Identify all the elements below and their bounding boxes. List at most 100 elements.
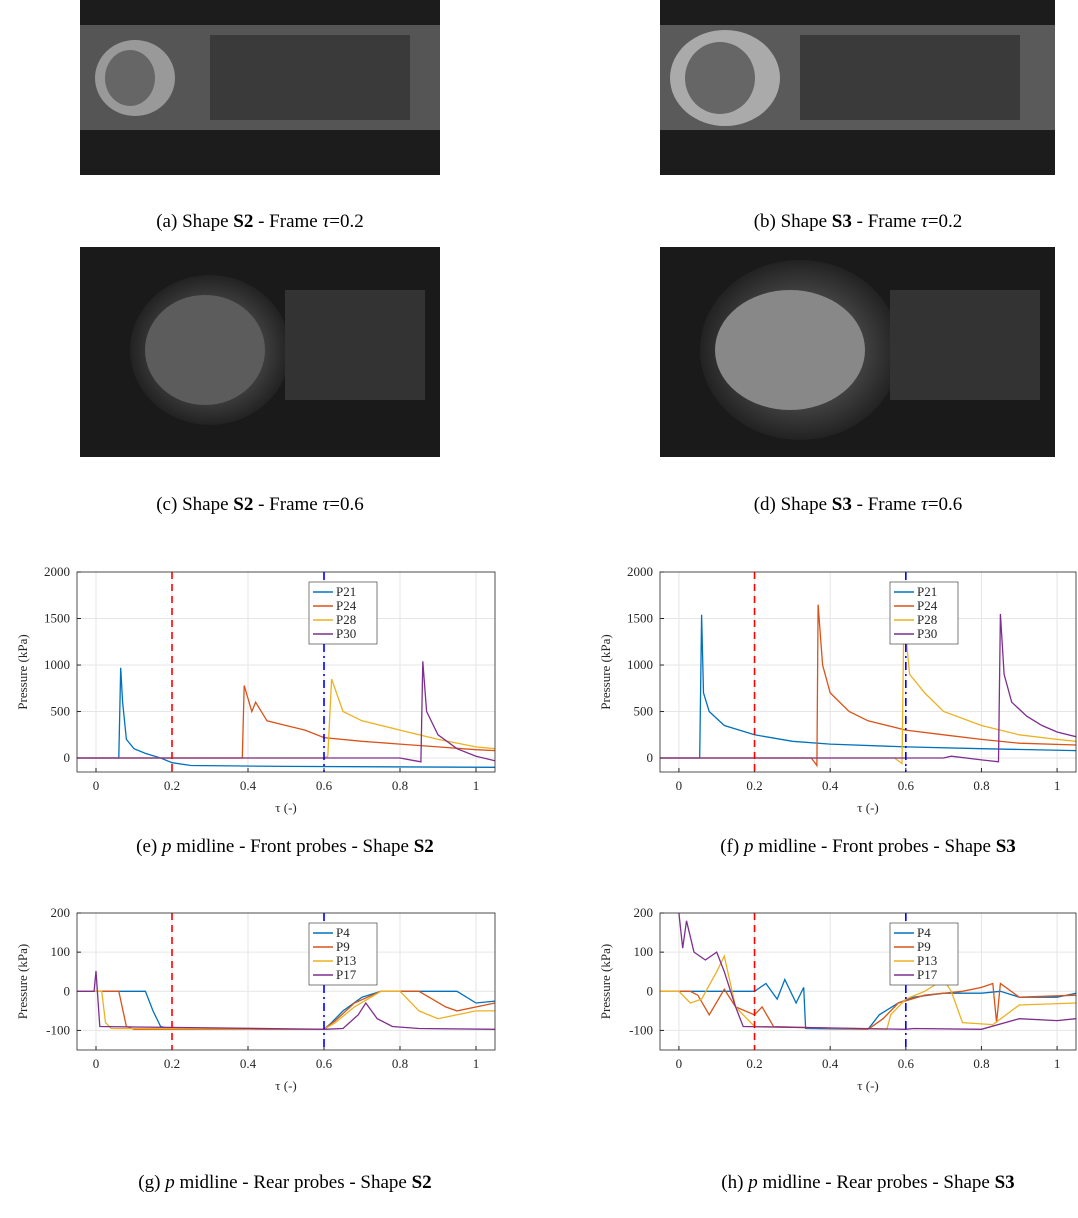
axes-box — [76, 571, 496, 773]
axes-box — [659, 571, 1077, 773]
y-tick-label: 2000 — [627, 564, 653, 579]
axes-box — [76, 912, 496, 1051]
x-tick-label: 0.6 — [898, 778, 915, 793]
caption-part: p — [746, 1172, 758, 1193]
series-line — [77, 990, 495, 1030]
legend-label: P13 — [336, 953, 356, 968]
y-tick-label: 0 — [64, 750, 71, 765]
caption-part: =0.6 — [329, 494, 363, 515]
legend-label: P17 — [336, 967, 357, 982]
y-tick-label: -100 — [46, 1022, 70, 1037]
y-tick-label: 100 — [51, 944, 71, 959]
x-tick-label: 0.6 — [898, 1056, 915, 1071]
caption-part: p — [160, 836, 172, 857]
legend-label: P4 — [336, 925, 350, 940]
x-tick-label: 0.4 — [822, 778, 839, 793]
y-axis-label: Pressure (kPa) — [598, 634, 613, 709]
x-tick-label: 0.2 — [746, 778, 762, 793]
x-tick-label: 0 — [93, 1056, 100, 1071]
caption-part: =0.2 — [928, 211, 962, 232]
x-tick-label: 0.2 — [164, 1056, 180, 1071]
caption-part: - Frame — [253, 494, 322, 515]
caption: (c) Shape S2 - Frame τ=0.6 — [156, 494, 364, 515]
chart: 0 0.2 0.4 0.6 0.8 1 0 500 1000 1500 2000 τ (-) Press… — [598, 564, 1077, 815]
y-tick-label: 0 — [647, 750, 654, 765]
caption-part: τ — [322, 494, 330, 515]
y-tick-label: 0 — [64, 983, 71, 998]
x-tick-label: 0.8 — [392, 778, 408, 793]
series-line — [77, 678, 495, 759]
caption-part: τ — [322, 211, 330, 232]
caption-part: (f) — [720, 836, 744, 857]
y-tick-label: 1500 — [627, 611, 653, 626]
y-axis-label: Pressure (kPa) — [15, 944, 30, 1019]
y-tick-label: 500 — [634, 704, 654, 719]
caption: (b) Shape S3 - Frame τ=0.2 — [754, 211, 963, 232]
series-line — [77, 661, 495, 763]
caption-part: S3 — [832, 494, 852, 515]
caption-part: τ — [921, 494, 929, 515]
series-line — [660, 614, 1076, 759]
y-tick-label: 0 — [647, 983, 654, 998]
series-line — [660, 954, 1076, 1030]
caption-part: (b) Shape — [754, 211, 832, 232]
series-line — [77, 990, 495, 1030]
photo-c — [80, 247, 440, 457]
caption-part: midline - Rear probes - Shape — [758, 1172, 995, 1193]
legend-label: P21 — [917, 584, 937, 599]
caption: (g) p midline - Rear probes - Shape S2 — [138, 1172, 431, 1193]
x-tick-label: 1 — [473, 1056, 480, 1071]
x-tick-label: 0.6 — [316, 1056, 333, 1071]
series-line — [77, 970, 495, 1030]
y-tick-label: 500 — [51, 704, 71, 719]
x-tick-label: 0.6 — [316, 778, 333, 793]
x-tick-label: 0.8 — [973, 778, 989, 793]
series-line — [678, 913, 1076, 1030]
photo-d — [660, 247, 1055, 457]
legend-label: P30 — [917, 626, 937, 641]
legend-label: P28 — [336, 612, 356, 627]
caption-part: S2 — [233, 494, 253, 515]
y-tick-label: 100 — [634, 944, 654, 959]
axes-box — [659, 912, 1077, 1051]
caption-part: S3 — [996, 836, 1016, 857]
chart: 0 0.2 0.4 0.6 0.8 1 0 500 1000 1500 2000 τ (-) Press… — [15, 564, 496, 815]
caption-part: midline - Front probes - Shape — [753, 836, 995, 857]
x-tick-label: 0.8 — [973, 1056, 989, 1071]
legend-label: P21 — [336, 584, 356, 599]
caption-part: midline - Rear probes - Shape — [175, 1172, 412, 1193]
x-axis-label: τ (-) — [275, 1078, 296, 1093]
series-line — [660, 982, 1076, 1030]
x-tick-label: 0.8 — [392, 1056, 408, 1071]
caption-part: p — [163, 1172, 175, 1193]
caption-part: - Frame — [852, 211, 921, 232]
caption-part: =0.6 — [928, 494, 962, 515]
caption-part: S3 — [832, 211, 852, 232]
caption-part: (c) Shape — [156, 494, 233, 515]
caption-part: (e) — [136, 836, 162, 857]
series-line — [77, 990, 495, 1030]
x-tick-label: 0.2 — [746, 1056, 762, 1071]
y-tick-label: 1500 — [44, 611, 70, 626]
x-tick-label: 0.4 — [822, 1056, 839, 1071]
chart: 0 0.2 0.4 0.6 0.8 1 -100 0 100 200 τ (-) Pressure (… — [598, 905, 1077, 1093]
caption: (d) Shape S3 - Frame τ=0.6 — [754, 494, 963, 515]
legend-label: P13 — [917, 953, 937, 968]
caption: (f) p midline - Front probes - Shape S3 — [720, 836, 1016, 857]
x-axis-label: τ (-) — [857, 1078, 878, 1093]
series-line — [77, 667, 495, 768]
series-line — [660, 613, 1076, 763]
caption-part: (d) Shape — [754, 494, 832, 515]
caption-part: S2 — [233, 211, 253, 232]
caption-part: =0.2 — [329, 211, 363, 232]
legend-label: P28 — [917, 612, 937, 627]
x-tick-label: 1 — [1054, 1056, 1061, 1071]
caption-part: S3 — [995, 1172, 1015, 1193]
photo-a — [80, 0, 440, 175]
caption-part: S2 — [412, 1172, 432, 1193]
caption-part: (g) — [138, 1172, 165, 1193]
